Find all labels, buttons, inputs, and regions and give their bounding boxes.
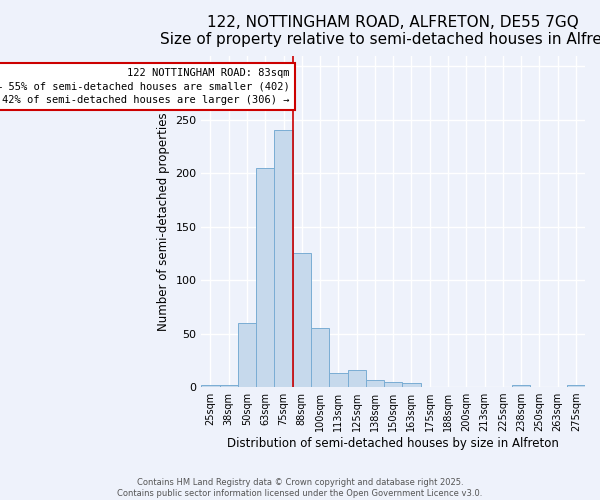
Text: Contains HM Land Registry data © Crown copyright and database right 2025.
Contai: Contains HM Land Registry data © Crown c… (118, 478, 482, 498)
Bar (384, 382, 403, 387)
Y-axis label: Number of semi-detached properties: Number of semi-detached properties (157, 112, 170, 330)
Bar (512, 385, 530, 387)
Bar (567, 385, 585, 387)
Bar (347, 370, 366, 387)
Bar (202, 385, 220, 387)
Bar (238, 323, 256, 387)
Bar (256, 168, 274, 387)
Bar (293, 254, 311, 387)
Bar (366, 380, 384, 387)
X-axis label: Distribution of semi-detached houses by size in Alfreton: Distribution of semi-detached houses by … (227, 437, 559, 450)
Title: 122, NOTTINGHAM ROAD, ALFRETON, DE55 7GQ
Size of property relative to semi-detac: 122, NOTTINGHAM ROAD, ALFRETON, DE55 7GQ… (160, 15, 600, 48)
Bar (403, 383, 421, 387)
Bar (274, 130, 293, 387)
Text: 122 NOTTINGHAM ROAD: 83sqm
← 55% of semi-detached houses are smaller (402)
42% o: 122 NOTTINGHAM ROAD: 83sqm ← 55% of semi… (0, 68, 290, 104)
Bar (220, 385, 238, 387)
Bar (311, 328, 329, 387)
Bar (329, 373, 347, 387)
